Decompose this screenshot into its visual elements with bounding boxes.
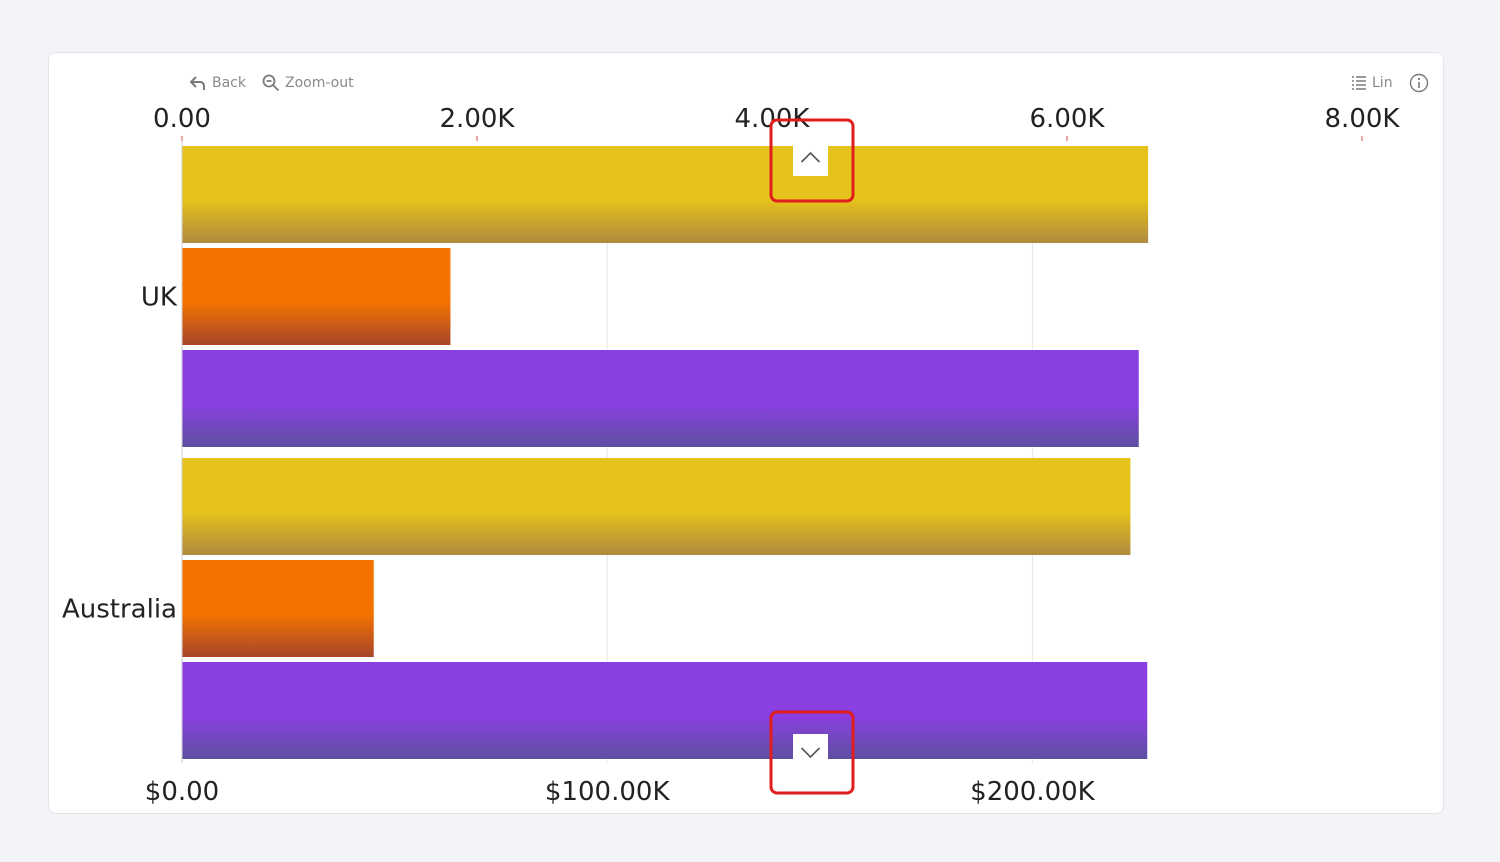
top-tick-label: 0.00 bbox=[153, 104, 211, 134]
nav-button-bg bbox=[793, 734, 828, 770]
bar bbox=[182, 560, 374, 657]
bar bbox=[182, 248, 451, 345]
bottom-tick-label: $200.00K bbox=[970, 777, 1096, 807]
back-arrow-icon bbox=[189, 75, 207, 91]
scroll-navigation bbox=[769, 118, 855, 795]
bar bbox=[182, 350, 1139, 447]
bar bbox=[182, 662, 1148, 759]
bar bbox=[182, 458, 1131, 555]
scale-label: Lin bbox=[1372, 75, 1393, 91]
zoom-out-label: Zoom-out bbox=[285, 75, 354, 91]
chevron-down-icon bbox=[800, 747, 821, 759]
scale-toggle[interactable]: Lin bbox=[1351, 72, 1393, 94]
list-icon bbox=[1351, 75, 1367, 91]
scroll-up-button[interactable] bbox=[769, 118, 855, 203]
top-tick-label: 8.00K bbox=[1325, 104, 1401, 134]
axes: 0.00 2.00K 4.00K 6.00K 8.00K$0.00 $100.00K $20… bbox=[145, 104, 1401, 807]
highlight-box bbox=[769, 710, 855, 795]
bottom-tick-label: $0.00 bbox=[145, 777, 219, 807]
bars bbox=[182, 146, 1149, 759]
top-tick-label: 6.00K bbox=[1030, 104, 1106, 134]
zoom-out-button[interactable]: Zoom-out bbox=[262, 72, 354, 94]
category-labels: UK Australia bbox=[62, 283, 178, 625]
back-button[interactable]: Back bbox=[189, 72, 246, 94]
zoom-out-icon bbox=[262, 74, 280, 92]
bottom-tick-label: $100.00K bbox=[545, 777, 671, 807]
grid bbox=[606, 146, 1033, 763]
category-label: UK bbox=[141, 283, 178, 313]
highlight-box bbox=[769, 118, 855, 203]
nav-button-bg bbox=[793, 140, 828, 176]
back-label: Back bbox=[212, 75, 246, 91]
chevron-up-icon bbox=[800, 151, 821, 163]
top-tick-label: 2.00K bbox=[440, 104, 516, 134]
bar bbox=[182, 146, 1149, 243]
category-label: Australia bbox=[62, 595, 177, 625]
info-button[interactable] bbox=[1409, 72, 1429, 94]
scroll-down-button[interactable] bbox=[769, 710, 855, 795]
info-icon bbox=[1409, 73, 1429, 93]
